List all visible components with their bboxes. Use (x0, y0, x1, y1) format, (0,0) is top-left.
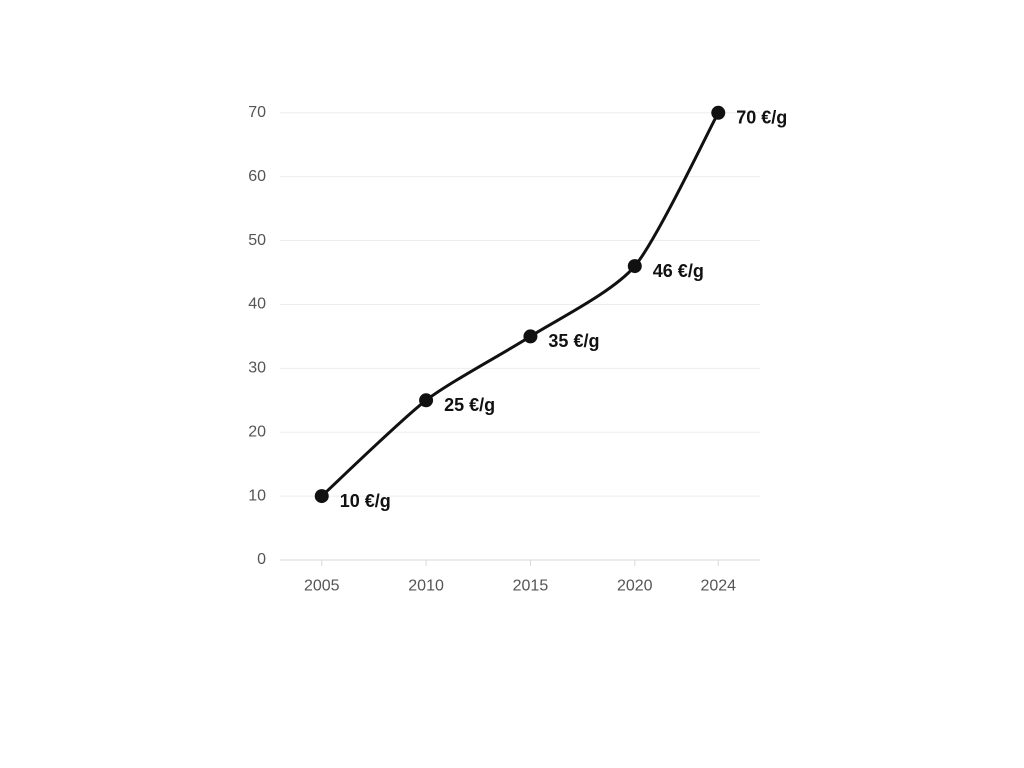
y-tick-label: 0 (257, 551, 266, 568)
data-marker (315, 489, 329, 503)
data-marker (711, 106, 725, 120)
y-axis: 0 10 20 30 40 50 60 70 (248, 104, 266, 568)
y-tick-label: 50 (248, 232, 266, 249)
x-tick-label: 2020 (617, 577, 653, 594)
point-labels: 10 €/g 25 €/g 35 €/g 46 €/g 70 €/g (340, 108, 788, 511)
x-tick-label: 2015 (513, 577, 549, 594)
data-point-label: 25 €/g (444, 395, 495, 415)
data-marker (419, 393, 433, 407)
data-point-label: 46 €/g (653, 261, 704, 281)
data-point-label: 10 €/g (340, 491, 391, 511)
y-tick-label: 60 (248, 168, 266, 185)
line-chart: 0 10 20 30 40 50 60 70 2005 2010 2015 2020 2024 10 … (0, 0, 1024, 768)
data-point-label: 35 €/g (548, 331, 599, 351)
x-tick-label: 2010 (408, 577, 444, 594)
y-tick-label: 70 (248, 104, 266, 121)
data-marker (628, 259, 642, 273)
y-tick-label: 40 (248, 296, 266, 313)
y-tick-label: 30 (248, 360, 266, 377)
x-tick-label: 2005 (304, 577, 340, 594)
chart-container: 0 10 20 30 40 50 60 70 2005 2010 2015 2020 2024 10 … (0, 0, 1024, 768)
data-marker (523, 329, 537, 343)
y-tick-label: 20 (248, 423, 266, 440)
x-tick-label: 2024 (700, 577, 736, 594)
y-tick-label: 10 (248, 487, 266, 504)
x-axis: 2005 2010 2015 2020 2024 (280, 560, 760, 594)
data-point-label: 70 €/g (736, 108, 787, 128)
